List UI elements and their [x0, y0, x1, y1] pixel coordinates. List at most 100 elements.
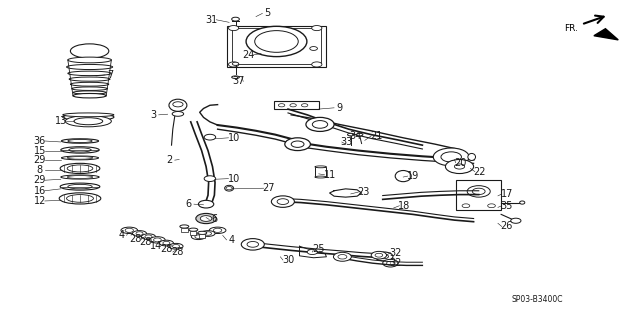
Ellipse shape: [348, 133, 354, 136]
Ellipse shape: [356, 133, 363, 136]
Text: 4: 4: [118, 230, 125, 241]
Text: 35: 35: [500, 201, 513, 211]
Ellipse shape: [61, 147, 99, 153]
Circle shape: [278, 104, 285, 107]
Ellipse shape: [159, 240, 173, 246]
Circle shape: [312, 62, 322, 67]
Circle shape: [125, 228, 134, 232]
Circle shape: [173, 245, 179, 248]
Circle shape: [306, 117, 334, 131]
Ellipse shape: [72, 87, 108, 91]
Ellipse shape: [232, 76, 239, 78]
Circle shape: [290, 104, 296, 107]
Ellipse shape: [201, 231, 215, 236]
Text: 11: 11: [323, 170, 336, 180]
Circle shape: [433, 148, 469, 166]
Text: 20: 20: [454, 158, 467, 168]
Ellipse shape: [68, 57, 111, 63]
Text: 28: 28: [129, 234, 142, 244]
Ellipse shape: [60, 183, 100, 190]
Ellipse shape: [225, 185, 234, 191]
Circle shape: [214, 228, 222, 232]
Ellipse shape: [61, 175, 99, 179]
Circle shape: [488, 204, 495, 208]
Ellipse shape: [67, 165, 93, 172]
Text: 7: 7: [107, 70, 113, 80]
Circle shape: [371, 251, 387, 259]
Ellipse shape: [172, 111, 184, 116]
Circle shape: [454, 164, 465, 169]
Text: 14: 14: [150, 241, 163, 251]
Text: 29: 29: [33, 155, 46, 165]
Text: 10: 10: [227, 133, 240, 143]
Circle shape: [307, 249, 317, 255]
Text: FR.: FR.: [564, 24, 578, 33]
Ellipse shape: [69, 148, 92, 152]
Ellipse shape: [209, 227, 226, 234]
Text: 27: 27: [262, 183, 275, 193]
Text: 36: 36: [33, 136, 46, 146]
Ellipse shape: [67, 195, 93, 202]
Ellipse shape: [169, 243, 183, 249]
Circle shape: [200, 216, 212, 221]
Polygon shape: [594, 29, 618, 40]
Circle shape: [154, 238, 161, 242]
Text: 22: 22: [474, 167, 486, 177]
Ellipse shape: [198, 231, 207, 234]
Circle shape: [241, 239, 264, 250]
Circle shape: [338, 255, 347, 259]
Text: 24: 24: [242, 50, 255, 60]
Text: 25: 25: [312, 244, 325, 255]
Bar: [199, 234, 205, 238]
Circle shape: [472, 188, 485, 195]
Circle shape: [467, 186, 490, 197]
Ellipse shape: [180, 225, 189, 228]
Circle shape: [196, 213, 216, 224]
Circle shape: [462, 204, 470, 208]
Circle shape: [511, 218, 521, 223]
Ellipse shape: [189, 228, 198, 231]
Text: 19: 19: [406, 171, 419, 181]
Ellipse shape: [315, 176, 326, 178]
Text: 32: 32: [389, 248, 402, 258]
Ellipse shape: [67, 157, 93, 159]
Text: 26: 26: [500, 221, 513, 232]
Text: 28: 28: [172, 247, 184, 257]
Text: 6: 6: [211, 214, 218, 225]
Ellipse shape: [246, 26, 307, 57]
Text: 28: 28: [140, 237, 152, 248]
Circle shape: [375, 253, 383, 257]
Ellipse shape: [70, 82, 109, 86]
Text: 4: 4: [228, 235, 235, 245]
Text: 5: 5: [264, 8, 271, 19]
Ellipse shape: [68, 184, 92, 189]
Text: 34: 34: [349, 130, 362, 141]
Circle shape: [205, 232, 211, 235]
Circle shape: [136, 232, 143, 235]
Ellipse shape: [60, 163, 100, 174]
Circle shape: [301, 104, 308, 107]
Circle shape: [247, 241, 259, 247]
Text: 33: 33: [340, 137, 353, 147]
Text: 3: 3: [150, 110, 157, 120]
Text: 29: 29: [33, 175, 46, 185]
Ellipse shape: [67, 175, 93, 178]
Circle shape: [228, 26, 239, 31]
Circle shape: [228, 62, 239, 67]
Bar: [456, 180, 501, 210]
Text: 2: 2: [166, 155, 173, 165]
Ellipse shape: [69, 77, 110, 81]
Text: 13: 13: [54, 115, 67, 126]
Text: 31: 31: [205, 15, 218, 25]
Circle shape: [232, 62, 239, 65]
Text: 10: 10: [227, 174, 240, 184]
Circle shape: [277, 199, 289, 204]
Ellipse shape: [61, 139, 99, 143]
Circle shape: [441, 152, 461, 162]
Circle shape: [383, 259, 398, 267]
Ellipse shape: [255, 31, 298, 52]
Ellipse shape: [67, 64, 113, 70]
Circle shape: [445, 160, 474, 174]
Ellipse shape: [121, 227, 138, 234]
Text: 16: 16: [33, 186, 46, 196]
